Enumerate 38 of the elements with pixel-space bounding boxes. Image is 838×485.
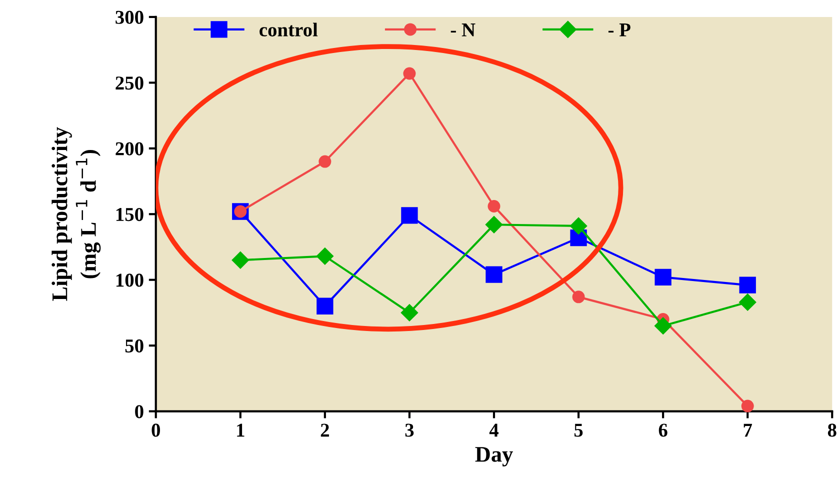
x-tick-label: 6 (658, 424, 668, 437)
point (739, 294, 756, 311)
point (654, 268, 672, 286)
point (485, 216, 503, 234)
legend-label: control (260, 22, 318, 36)
y-tick-label: 200 (116, 142, 144, 156)
x-tick-label: 3 (405, 424, 414, 437)
point (401, 207, 418, 224)
y-tick-label: 50 (125, 339, 144, 352)
y-tick-label: 0 (135, 405, 144, 418)
x-tick-label: 0 (152, 424, 160, 437)
x-tick-label: 8 (828, 424, 836, 437)
point (318, 155, 332, 168)
y-tick-label: 250 (116, 76, 144, 90)
x-tick-label: 7 (744, 424, 752, 437)
legend-label: - P (608, 24, 630, 36)
point (316, 248, 334, 265)
point (403, 67, 416, 80)
x-tick-label: 4 (489, 424, 498, 437)
point (232, 252, 249, 269)
point (739, 276, 756, 294)
y-tick-label: 100 (116, 274, 144, 287)
legend-label: - N (450, 24, 476, 36)
y-tick-label: 300 (116, 10, 144, 24)
x-tick-label: 5 (574, 424, 583, 437)
point (654, 317, 672, 334)
point (316, 298, 334, 314)
point (488, 200, 500, 212)
point (572, 290, 585, 304)
x-axis-title: Day (475, 447, 513, 466)
point (486, 266, 502, 283)
x-tick-label: 1 (237, 424, 244, 437)
y-axis-title: Lipid productivity (mg L$^{−1}$ d$^{−1}$) (52, 127, 101, 301)
y-tick-label: 150 (116, 208, 144, 222)
point (741, 400, 754, 412)
x-tick-label: 2 (320, 424, 329, 437)
point (570, 217, 588, 235)
point (400, 304, 418, 322)
